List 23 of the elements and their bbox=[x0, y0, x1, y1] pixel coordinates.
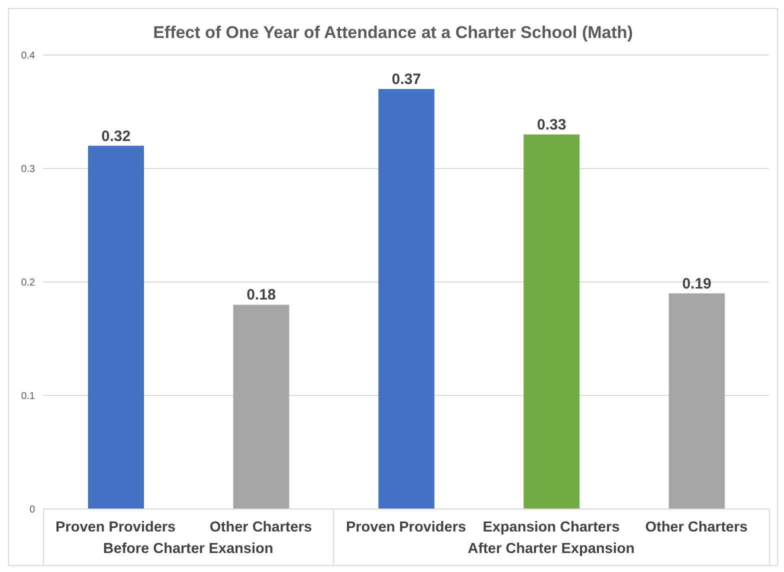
y-tick-label: 0 bbox=[29, 504, 36, 516]
data-label: 0.19 bbox=[682, 275, 712, 292]
text: Before Charter Exansion bbox=[102, 541, 274, 557]
x-tick-label: Expansion Charters bbox=[482, 519, 620, 536]
bar bbox=[233, 304, 290, 509]
y-tick-label: 0.1 bbox=[21, 391, 36, 402]
data-label: 0.37 bbox=[392, 71, 421, 88]
y-tick-label: 0.4 bbox=[21, 50, 36, 62]
x-tick-label: Proven Providers bbox=[346, 519, 466, 536]
chart-title: Effect of One Year of Attendance at a Charter School (Math) bbox=[152, 23, 634, 43]
data-label: 0.32 bbox=[101, 128, 131, 145]
y-tick-label: 0.2 bbox=[21, 278, 36, 289]
bar bbox=[88, 146, 144, 509]
x-tick-label: Other Charters bbox=[210, 519, 312, 536]
x-tick-label: Other Charters bbox=[645, 519, 748, 536]
text: After Charter Expansion bbox=[466, 541, 636, 557]
x-tick-label: Proven Providers bbox=[56, 519, 176, 536]
data-label: 0.33 bbox=[537, 116, 566, 134]
data-label: 0.18 bbox=[246, 286, 276, 304]
bar bbox=[668, 293, 725, 509]
bar bbox=[524, 134, 580, 509]
y-tick-label: 0.3 bbox=[21, 164, 36, 176]
bar bbox=[378, 89, 434, 509]
